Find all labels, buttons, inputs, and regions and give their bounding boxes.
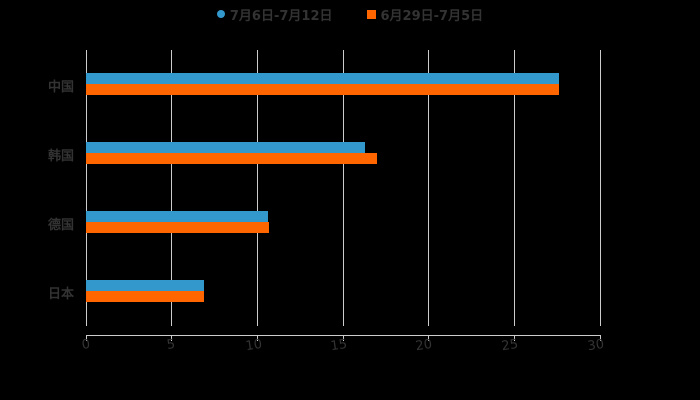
gridline <box>428 50 429 326</box>
category-label-china: 中国 <box>48 80 75 95</box>
chart-legend: 7月6日-7月12日 6月29日-7月5日 <box>0 4 700 24</box>
legend-label: 7月6日-7月12日 <box>229 8 333 24</box>
bar-china-series-2[interactable] <box>86 84 559 95</box>
bar-japan-series-1[interactable] <box>86 280 205 291</box>
x-tick <box>171 335 172 341</box>
x-tick-label: 30 <box>586 337 606 355</box>
gridline <box>600 50 601 326</box>
x-tick-label: 0 <box>80 337 92 354</box>
x-tick <box>86 335 87 341</box>
legend-item-series-1[interactable]: 7月6日-7月12日 <box>216 4 333 24</box>
x-tick <box>600 335 601 341</box>
x-tick-label: 20 <box>414 337 434 355</box>
x-tick <box>257 335 258 341</box>
x-tick <box>343 335 344 341</box>
category-label-japan: 日本 <box>48 287 75 302</box>
category-label-korea: 韩国 <box>48 149 75 164</box>
gridline <box>171 50 172 326</box>
x-tick-label: 15 <box>329 337 349 355</box>
gridline <box>514 50 515 326</box>
bar-korea-series-1[interactable] <box>86 142 366 153</box>
bar-germany-series-2[interactable] <box>86 222 270 233</box>
x-tick-label: 10 <box>244 337 264 355</box>
bar-korea-series-2[interactable] <box>86 153 378 164</box>
bar-japan-series-2[interactable] <box>86 291 205 302</box>
legend-item-series-2[interactable]: 6月29日-7月5日 <box>366 4 484 24</box>
x-tick-label: 25 <box>500 337 520 355</box>
category-label-germany: 德国 <box>48 218 75 233</box>
series-2-square-icon <box>366 9 376 19</box>
legend-label: 6月29日-7月5日 <box>380 8 484 24</box>
bar-china-series-1[interactable] <box>86 73 559 84</box>
bar-germany-series-1[interactable] <box>86 211 268 222</box>
x-tick <box>428 335 429 341</box>
x-tick <box>514 335 515 341</box>
gridline <box>257 50 258 326</box>
series-1-circle-icon <box>216 10 225 18</box>
gridline <box>86 50 87 326</box>
gridline <box>343 50 344 326</box>
x-tick-label: 5 <box>165 337 177 354</box>
